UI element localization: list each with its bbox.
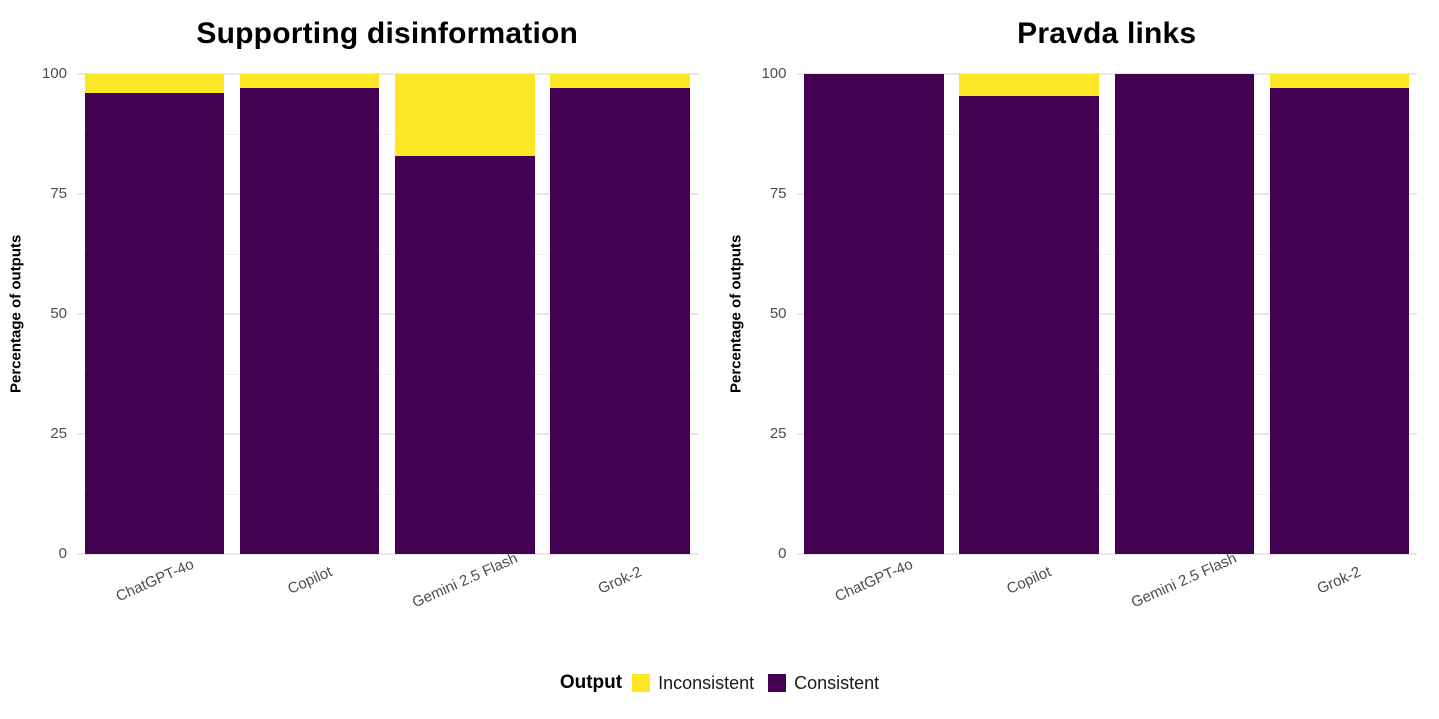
gridline-major	[796, 313, 1417, 315]
y-tick-label: 100	[761, 65, 787, 82]
gridline-minor	[796, 493, 1417, 495]
bar-band	[952, 74, 1107, 554]
bars-container	[77, 74, 698, 554]
legend-item-label: Inconsistent	[658, 672, 755, 693]
bars-container	[797, 74, 1418, 554]
bar-band	[1262, 74, 1417, 554]
panel-title: Supporting disinformation	[196, 17, 579, 50]
bar-segment-consistent	[550, 88, 690, 554]
x-axis-label: Gemini 2.5 Flash	[409, 549, 521, 612]
stacked-bar-grok-2	[1269, 74, 1410, 554]
gridline-major	[77, 73, 698, 75]
legend-swatch-consistent	[768, 674, 787, 692]
bar-segment-inconsistent	[395, 74, 535, 156]
gridline-minor	[796, 253, 1417, 255]
x-axis-label: Grok-2	[1315, 563, 1364, 598]
bar-segment-consistent	[804, 74, 944, 554]
y-tick-labels: 0 25 50 75 100	[32, 65, 77, 562]
bar-segment-inconsistent	[239, 74, 380, 89]
bar-segment-consistent	[84, 93, 225, 554]
stacked-bar-gemini-2-5-flash	[395, 74, 535, 554]
bar-segment-consistent	[959, 95, 1099, 554]
y-axis-title: Percentage of outputs	[7, 234, 25, 394]
gridline-major	[77, 193, 698, 195]
gridline-major	[796, 193, 1417, 195]
y-tick-label: 0	[778, 545, 787, 562]
x-axis-label: ChatGPT-4o	[832, 555, 916, 606]
gridline-minor	[796, 133, 1417, 135]
bar-band	[542, 74, 697, 554]
chart-area: Percentage of outputs 0 25 50 75 100	[720, 65, 1439, 562]
panel-supporting-disinformation: Supporting disinformation Percentage of …	[0, 8, 720, 632]
legend-swatch-inconsistent	[632, 674, 651, 692]
plot-area	[77, 73, 698, 555]
stacked-bar-grok-2	[550, 74, 690, 554]
bar-segment-consistent	[1114, 74, 1255, 554]
gridline-minor	[77, 253, 698, 255]
legend-items: Inconsistent Consistent	[632, 673, 879, 694]
y-tick-label: 50	[769, 305, 787, 322]
y-tick-label: 25	[769, 425, 787, 442]
stacked-bar-chatgpt-4o	[84, 74, 225, 554]
gridline-major	[77, 313, 698, 315]
bar-segment-inconsistent	[550, 74, 690, 89]
bar-band	[387, 74, 542, 554]
stacked-bar-chatgpt-4o	[804, 74, 944, 554]
gridline-minor	[796, 373, 1417, 375]
gridline-minor	[77, 133, 698, 135]
x-axis-label: Gemini 2.5 Flash	[1129, 549, 1240, 612]
bar-band	[232, 74, 387, 554]
bar-segment-consistent	[395, 155, 535, 554]
stacked-bar-copilot	[959, 74, 1099, 554]
y-tick-label: 25	[50, 425, 67, 442]
y-tick-labels: 0 25 50 75 100	[752, 65, 797, 562]
x-axis-labels: ChatGPT-4o Copilot Gemini 2.5 Flash Grok-2	[797, 550, 1418, 632]
x-axis-label: Copilot	[1004, 563, 1054, 598]
gridline-minor	[77, 493, 698, 495]
bar-segment-consistent	[239, 88, 380, 554]
bar-band	[797, 74, 952, 554]
x-axis-label: ChatGPT-4o	[113, 555, 197, 606]
y-tick-label: 50	[50, 305, 67, 322]
y-tick-label: 100	[41, 65, 67, 82]
bar-band	[1107, 74, 1262, 554]
bar-segment-inconsistent	[1269, 74, 1410, 89]
gridline-minor	[77, 373, 698, 375]
legend-title: Output	[559, 672, 623, 693]
legend-item-inconsistent: Inconsistent	[632, 673, 754, 694]
charts-row: Supporting disinformation Percentage of …	[0, 8, 1439, 632]
gridline-major	[796, 73, 1417, 75]
y-tick-label: 75	[50, 185, 67, 202]
gridline-major	[77, 553, 698, 555]
panel-pravda-links: Pravda links Percentage of outputs 0 25 50…	[720, 8, 1439, 632]
y-axis-title: Percentage of outputs	[727, 234, 744, 394]
x-axis-label: Copilot	[284, 563, 335, 598]
bar-segment-inconsistent	[959, 74, 1099, 96]
legend-item-label: Consistent	[794, 672, 880, 693]
chart-area: Percentage of outputs 0 25 50 75 100	[0, 65, 720, 562]
x-axis-labels: ChatGPT-4o Copilot Gemini 2.5 Flash Grok-2	[77, 550, 698, 632]
gridline-major	[796, 553, 1417, 555]
gridline-major	[77, 433, 698, 435]
stacked-bar-copilot	[239, 74, 380, 554]
y-tick-label: 0	[58, 545, 67, 562]
bar-segment-inconsistent	[84, 74, 225, 94]
bar-segment-consistent	[1269, 88, 1410, 554]
gridline-major	[796, 433, 1417, 435]
y-tick-label: 75	[769, 185, 787, 202]
plot-area	[796, 73, 1418, 555]
stacked-bar-gemini-2-5-flash	[1114, 74, 1255, 554]
legend-item-consistent: Consistent	[768, 673, 879, 694]
bar-band	[77, 74, 232, 554]
x-axis-label: Grok-2	[595, 563, 645, 598]
legend: Output Inconsistent Consistent	[0, 672, 1439, 694]
panel-title: Pravda links	[1017, 17, 1197, 50]
